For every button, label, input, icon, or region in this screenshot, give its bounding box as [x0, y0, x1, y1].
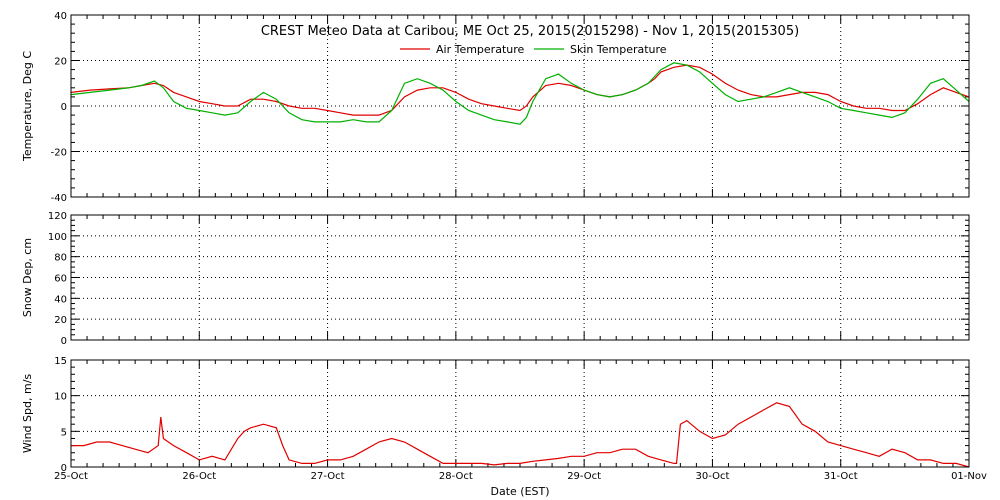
y-tick-label: 20	[54, 315, 67, 326]
y-tick-label: 10	[54, 392, 67, 403]
chart-title: CREST Meteo Data at Caribou, ME Oct 25, …	[261, 24, 799, 39]
y-tick-label: -20	[51, 148, 67, 159]
y-tick-label: 100	[48, 232, 67, 243]
x-tick-label: 01-Nov	[951, 471, 987, 482]
plot-frame	[70, 359, 970, 468]
x-tick-label: 28-Oct	[439, 471, 473, 482]
y-tick-label: 80	[54, 253, 67, 264]
panels: -40 -20 0 20 40 Temperature, Deg C 0 20 40 60 80 10…	[21, 11, 970, 474]
y-tick-label: 60	[54, 274, 67, 285]
y-tick-label: 40	[54, 294, 67, 305]
y-tick-label: 0	[61, 336, 67, 347]
x-tick-label: 31-Oct	[824, 471, 858, 482]
y-tick-label: 5	[61, 427, 67, 438]
legend-label: Air Temperature	[436, 43, 525, 56]
x-axis-label: Date (EST)	[490, 485, 549, 498]
snow-depth-panel: 0 20 40 60 80 100 120 Snow Dep, cm	[21, 211, 970, 347]
y-axis-label: Temperature, Deg C	[21, 51, 34, 162]
legend: Air Temperature Skin Temperature	[400, 43, 667, 56]
y-tick-label: 0	[61, 102, 67, 113]
x-tick-label: 30-Oct	[695, 471, 729, 482]
plot-frame	[70, 214, 970, 341]
skin-temperature-line	[70, 62, 970, 125]
temperature-panel: -40 -20 0 20 40 Temperature, Deg C	[21, 11, 970, 204]
y-tick-label: 40	[54, 11, 67, 22]
x-tick-labels: 25-Oct 26-Oct 27-Oct 28-Oct 29-Oct 30-Oct 31-O…	[54, 471, 987, 482]
y-tick-label: 120	[48, 211, 67, 222]
x-tick-label: 29-Oct	[567, 471, 601, 482]
legend-label: Skin Temperature	[570, 43, 667, 56]
x-tick-label: 27-Oct	[311, 471, 345, 482]
wind-speed-panel: 0 5 10 15 Wind Spd, m/s	[21, 356, 970, 474]
wind-speed-line	[71, 402, 970, 468]
x-tick-label: 26-Oct	[182, 471, 216, 482]
y-tick-label: -40	[51, 193, 67, 204]
y-tick-label: 20	[54, 57, 67, 68]
y-axis-label: Snow Dep, cm	[21, 238, 34, 317]
plot-frame	[70, 14, 970, 198]
x-tick-label: 25-Oct	[54, 471, 88, 482]
y-tick-label: 0	[61, 463, 67, 474]
y-axis-label: Wind Spd, m/s	[21, 374, 34, 454]
air-temperature-line	[70, 64, 970, 116]
y-tick-label: 15	[54, 356, 67, 367]
